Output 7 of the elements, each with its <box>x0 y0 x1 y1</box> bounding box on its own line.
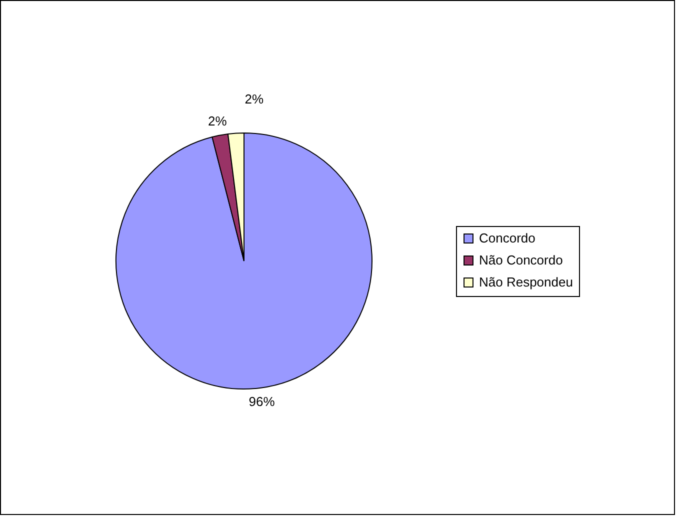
legend-label: Concordo <box>479 230 536 246</box>
legend-label: Não Concordo <box>479 252 563 268</box>
data-label: 2% <box>208 114 228 129</box>
data-label: 2% <box>244 91 264 106</box>
data-label: 96% <box>248 394 276 409</box>
legend-label: Não Respondeu <box>479 274 573 290</box>
pie-slice <box>116 132 372 390</box>
